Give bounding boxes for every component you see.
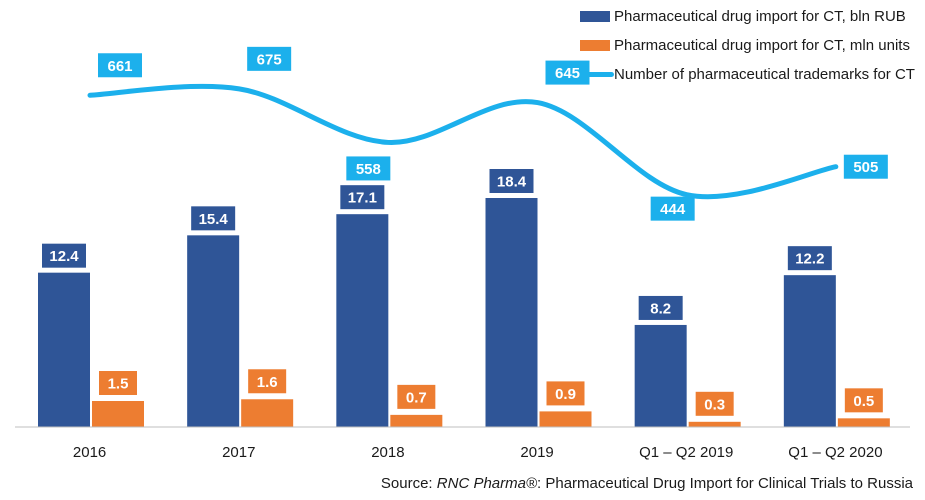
bar-rub-5 — [783, 275, 836, 427]
line-trademarks — [87, 83, 839, 200]
label-trademarks-2-bg — [346, 156, 391, 181]
data-labels-group: 12.4 1.5 15.4 1.6 17.1 0.7 18.4 0.9 8.2 0.3 12.2 0.… — [42, 46, 888, 416]
bar-units-5 — [837, 418, 890, 427]
label-units-3-text: 0.9 — [555, 386, 576, 403]
bar-units-2 — [390, 414, 443, 427]
label-units-3-bg — [546, 381, 585, 406]
label-units-5: 0.5 — [844, 388, 883, 413]
bar-units-3 — [539, 411, 592, 427]
label-rub-4: 8.2 — [638, 295, 683, 320]
label-rub-1-bg — [191, 206, 236, 231]
legend-item-rub: Pharmaceutical drug import for CT, bln R… — [580, 6, 920, 27]
label-trademarks-2-text: 558 — [356, 161, 381, 178]
label-trademarks-2: 558 — [346, 156, 391, 181]
bar-units-1 — [241, 399, 294, 427]
label-units-4-bg — [695, 391, 734, 416]
legend-label-rub: Pharmaceutical drug import for CT, bln R… — [614, 8, 906, 25]
label-trademarks-0: 661 — [98, 53, 142, 78]
bar-units-4 — [688, 421, 741, 427]
bar-rub-2 — [336, 214, 389, 427]
label-units-0-text: 1.5 — [108, 376, 129, 393]
x-tick-label-4: Q1 – Q2 2019 — [639, 444, 733, 461]
bar-rub-0 — [38, 272, 90, 427]
chart-plot-area: 12.4 1.5 15.4 1.6 17.1 0.7 18.4 0.9 8.2 0.3 12.2 0.… — [15, 46, 910, 461]
legend-item-trademarks: Number of pharmaceutical trademarks for … — [580, 64, 920, 85]
source-prefix: Source: — [380, 475, 437, 492]
label-units-0-bg — [99, 371, 137, 395]
label-trademarks-1: 675 — [247, 46, 292, 71]
label-trademarks-4-text: 444 — [660, 201, 686, 218]
source-brand: RNC Pharma® — [436, 475, 538, 492]
bars-group — [38, 198, 890, 427]
legend-line-trademarks — [580, 72, 614, 77]
label-trademarks-0-text: 661 — [107, 58, 132, 75]
label-units-2-text: 0.7 — [406, 389, 427, 406]
label-trademarks-4-bg — [650, 196, 695, 221]
label-trademarks-1-text: 675 — [257, 51, 282, 68]
label-rub-0-bg — [42, 243, 86, 268]
x-tick-label-3: 2019 — [520, 444, 553, 461]
label-trademarks-3: 645 — [545, 60, 590, 85]
label-units-4: 0.3 — [695, 391, 734, 416]
label-rub-1: 15.4 — [191, 206, 236, 231]
label-rub-3-text: 18.4 — [497, 174, 527, 191]
label-trademarks-0-bg — [98, 53, 142, 78]
label-trademarks-5: 505 — [843, 154, 888, 179]
label-rub-3-bg — [489, 169, 534, 193]
source-note: Source: RNC Pharma®: Pharmaceutical Drug… — [381, 475, 913, 492]
label-rub-4-bg — [638, 295, 683, 320]
label-rub-0-text: 12.4 — [49, 248, 79, 265]
label-trademarks-4: 444 — [650, 196, 695, 221]
label-trademarks-5-text: 505 — [853, 159, 878, 176]
x-tick-label-2: 2018 — [371, 444, 404, 461]
x-tick-label-5: Q1 – Q2 2020 — [788, 444, 882, 461]
label-rub-0: 12.4 — [42, 243, 86, 268]
label-units-2: 0.7 — [397, 384, 436, 409]
label-rub-5-text: 12.2 — [795, 251, 824, 268]
label-rub-1-text: 15.4 — [199, 211, 229, 228]
label-units-3: 0.9 — [546, 381, 585, 406]
label-trademarks-1-bg — [247, 46, 292, 71]
label-rub-5: 12.2 — [787, 246, 832, 271]
label-units-1-text: 1.6 — [257, 374, 278, 391]
legend-swatch-units — [580, 40, 610, 51]
bar-rub-1 — [187, 235, 240, 427]
label-rub-3: 18.4 — [489, 169, 534, 193]
bar-rub-4 — [634, 324, 687, 427]
line-series-group — [87, 83, 839, 200]
bar-units-0 — [92, 401, 144, 427]
legend: Pharmaceutical drug import for CT, bln R… — [580, 6, 920, 93]
label-units-2-bg — [397, 384, 436, 409]
label-rub-4-text: 8.2 — [650, 300, 671, 317]
x-tick-label-0: 2016 — [73, 444, 106, 461]
label-units-4-text: 0.3 — [704, 396, 725, 413]
label-units-5-bg — [844, 388, 883, 413]
legend-swatch-rub — [580, 11, 610, 22]
label-rub-5-bg — [787, 246, 832, 271]
x-axis: 2016 2017 2018 2019 Q1 – Q2 2019 Q1 – Q2 2020 — [15, 426, 910, 461]
label-units-5-text: 0.5 — [853, 393, 874, 410]
source-suffix: : Pharmaceutical Drug Import for Clinica… — [537, 475, 913, 492]
label-trademarks-5-bg — [843, 154, 888, 179]
x-tick-label-1: 2017 — [222, 444, 255, 461]
label-rub-2-bg — [340, 185, 385, 210]
legend-label-trademarks: Number of pharmaceutical trademarks for … — [614, 66, 915, 83]
label-units-0: 1.5 — [99, 371, 137, 395]
legend-item-units: Pharmaceutical drug import for CT, mln u… — [580, 35, 920, 56]
label-rub-2: 17.1 — [340, 185, 385, 210]
label-units-1-bg — [248, 369, 287, 394]
label-trademarks-3-bg — [545, 60, 590, 85]
label-units-1: 1.6 — [248, 369, 287, 394]
bar-rub-3 — [485, 198, 538, 427]
legend-label-units: Pharmaceutical drug import for CT, mln u… — [614, 37, 910, 54]
label-trademarks-3-text: 645 — [555, 65, 580, 82]
label-rub-2-text: 17.1 — [348, 190, 377, 207]
